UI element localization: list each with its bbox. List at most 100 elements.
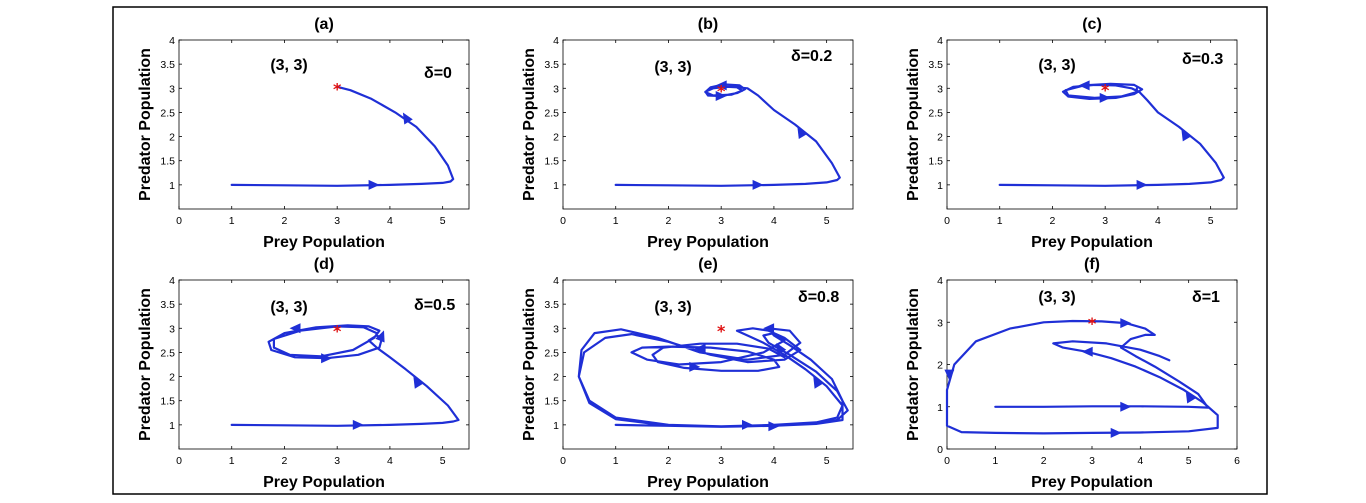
- trajectory-line: [230, 85, 455, 187]
- direction-arrow: [715, 91, 727, 101]
- y-tick-label: 2.5: [928, 107, 943, 119]
- x-tick-label: 3: [718, 455, 724, 467]
- y-tick-label: 2: [169, 372, 175, 384]
- axes-box: [178, 39, 470, 210]
- x-axis-label: Prey Population: [647, 474, 769, 491]
- y-tick-label: 3.5: [544, 59, 559, 71]
- direction-arrow: [689, 361, 701, 372]
- y-tick-label: 2.5: [160, 107, 175, 119]
- trajectory-line: [614, 83, 841, 187]
- y-tick-label: 4: [169, 35, 175, 47]
- x-tick-label: 3: [718, 215, 724, 227]
- delta-label: δ=1: [1192, 289, 1220, 306]
- direction-arrow: [413, 376, 424, 389]
- y-tick-label: 1: [553, 420, 559, 432]
- y-tick-label: 3: [937, 317, 943, 329]
- y-tick-label: 2: [937, 360, 943, 372]
- y-tick-label: 0: [937, 444, 943, 456]
- equilibrium-label: (3, 3): [270, 299, 307, 316]
- y-tick-label: 4: [553, 35, 559, 47]
- x-tick-label: 1: [229, 455, 235, 467]
- direction-arrow: [1120, 401, 1132, 412]
- trajectory-line: [998, 82, 1225, 187]
- equilibrium-label: (3, 3): [270, 57, 307, 74]
- delta-label: δ=0.3: [1182, 51, 1223, 68]
- panel-title: (a): [314, 16, 334, 33]
- x-tick-label: 3: [1089, 455, 1095, 467]
- y-axis-label: Predator Population: [521, 48, 538, 201]
- panels: 0 1 2 3 4 5 1 1.5 2 2.5 3 3.5 4 (a) Prey Population Pre…: [137, 16, 1240, 491]
- y-axis-label: Predator Population: [137, 288, 154, 441]
- x-tick-label: 1: [997, 215, 1003, 227]
- panel-c: 0 1 2 3 4 5 1 1.5 2 2.5 3 3.5 4 (c) Prey Population Pre…: [905, 16, 1238, 251]
- trajectory-line: [577, 327, 849, 428]
- axes-box: [946, 39, 1238, 210]
- direction-arrow: [1120, 318, 1132, 329]
- y-tick-label: 2.5: [544, 347, 559, 359]
- equilibrium-point: *: [333, 79, 342, 98]
- x-tick-label: 4: [387, 215, 393, 227]
- y-tick-label: 1.5: [928, 156, 943, 168]
- panel-title: (d): [314, 256, 334, 273]
- x-tick-label: 5: [1186, 455, 1192, 467]
- x-tick-label: 5: [1208, 215, 1214, 227]
- direction-arrow: [1081, 346, 1093, 357]
- panel-e: 0 1 2 3 4 5 1 1.5 2 2.5 3 3.5 4 (e) Prey Population Pre…: [521, 256, 854, 491]
- delta-label: δ=0.5: [414, 297, 455, 314]
- y-tick-label: 1.5: [160, 156, 175, 168]
- x-tick-label: 4: [771, 455, 777, 467]
- equilibrium-label: (3, 3): [654, 59, 691, 76]
- direction-arrow: [402, 112, 413, 125]
- panel-title: (e): [698, 256, 718, 273]
- direction-arrow: [1099, 92, 1111, 103]
- x-tick-label: 0: [560, 215, 566, 227]
- y-tick-label: 2: [169, 132, 175, 144]
- x-tick-label: 3: [334, 215, 340, 227]
- x-tick-label: 4: [771, 215, 777, 227]
- axes-box: [562, 39, 854, 210]
- direction-arrow: [1136, 179, 1148, 190]
- y-axis-label: Predator Population: [905, 48, 922, 201]
- y-tick-label: 3: [169, 323, 175, 335]
- x-tick-label: 4: [387, 455, 393, 467]
- y-tick-label: 3.5: [160, 59, 175, 71]
- x-axis-label: Prey Population: [647, 234, 769, 251]
- x-axis-label: Prey Population: [263, 474, 385, 491]
- y-tick-label: 1.5: [160, 396, 175, 408]
- equilibrium-point: *: [1088, 314, 1097, 333]
- x-tick-label: 1: [613, 455, 619, 467]
- x-tick-label: 0: [944, 215, 950, 227]
- direction-arrow: [1110, 427, 1122, 438]
- y-tick-label: 3.5: [544, 299, 559, 311]
- panel-title: (c): [1082, 16, 1102, 33]
- equilibrium-label: (3, 3): [654, 299, 691, 316]
- y-tick-label: 1: [937, 180, 943, 192]
- x-tick-label: 2: [1050, 215, 1056, 227]
- x-tick-label: 0: [560, 455, 566, 467]
- equilibrium-point: *: [717, 82, 726, 101]
- direction-arrow: [742, 419, 753, 430]
- direction-arrow: [944, 369, 955, 381]
- delta-label: δ=0.2: [791, 48, 832, 65]
- y-tick-label: 4: [553, 275, 559, 287]
- panel-title: (f): [1084, 256, 1100, 273]
- delta-label: δ=0: [424, 65, 452, 82]
- x-tick-label: 2: [282, 455, 288, 467]
- direction-arrow: [1185, 391, 1196, 404]
- x-tick-label: 4: [1155, 215, 1161, 227]
- y-tick-label: 1: [169, 180, 175, 192]
- direction-arrow: [694, 343, 706, 354]
- x-tick-label: 4: [1137, 455, 1143, 467]
- x-tick-label: 1: [229, 215, 235, 227]
- direction-arrow: [813, 376, 824, 389]
- x-tick-label: 6: [1234, 455, 1240, 467]
- direction-arrow: [752, 179, 764, 190]
- y-tick-label: 3: [553, 83, 559, 95]
- panel-d: 0 1 2 3 4 5 1 1.5 2 2.5 3 3.5 4 (d) Prey Population Pre…: [137, 256, 470, 491]
- direction-arrow: [375, 330, 385, 343]
- y-axis-label: Predator Population: [905, 288, 922, 441]
- y-tick-label: 3.5: [928, 59, 943, 71]
- x-tick-label: 5: [824, 215, 830, 227]
- equilibrium-point: *: [333, 322, 342, 341]
